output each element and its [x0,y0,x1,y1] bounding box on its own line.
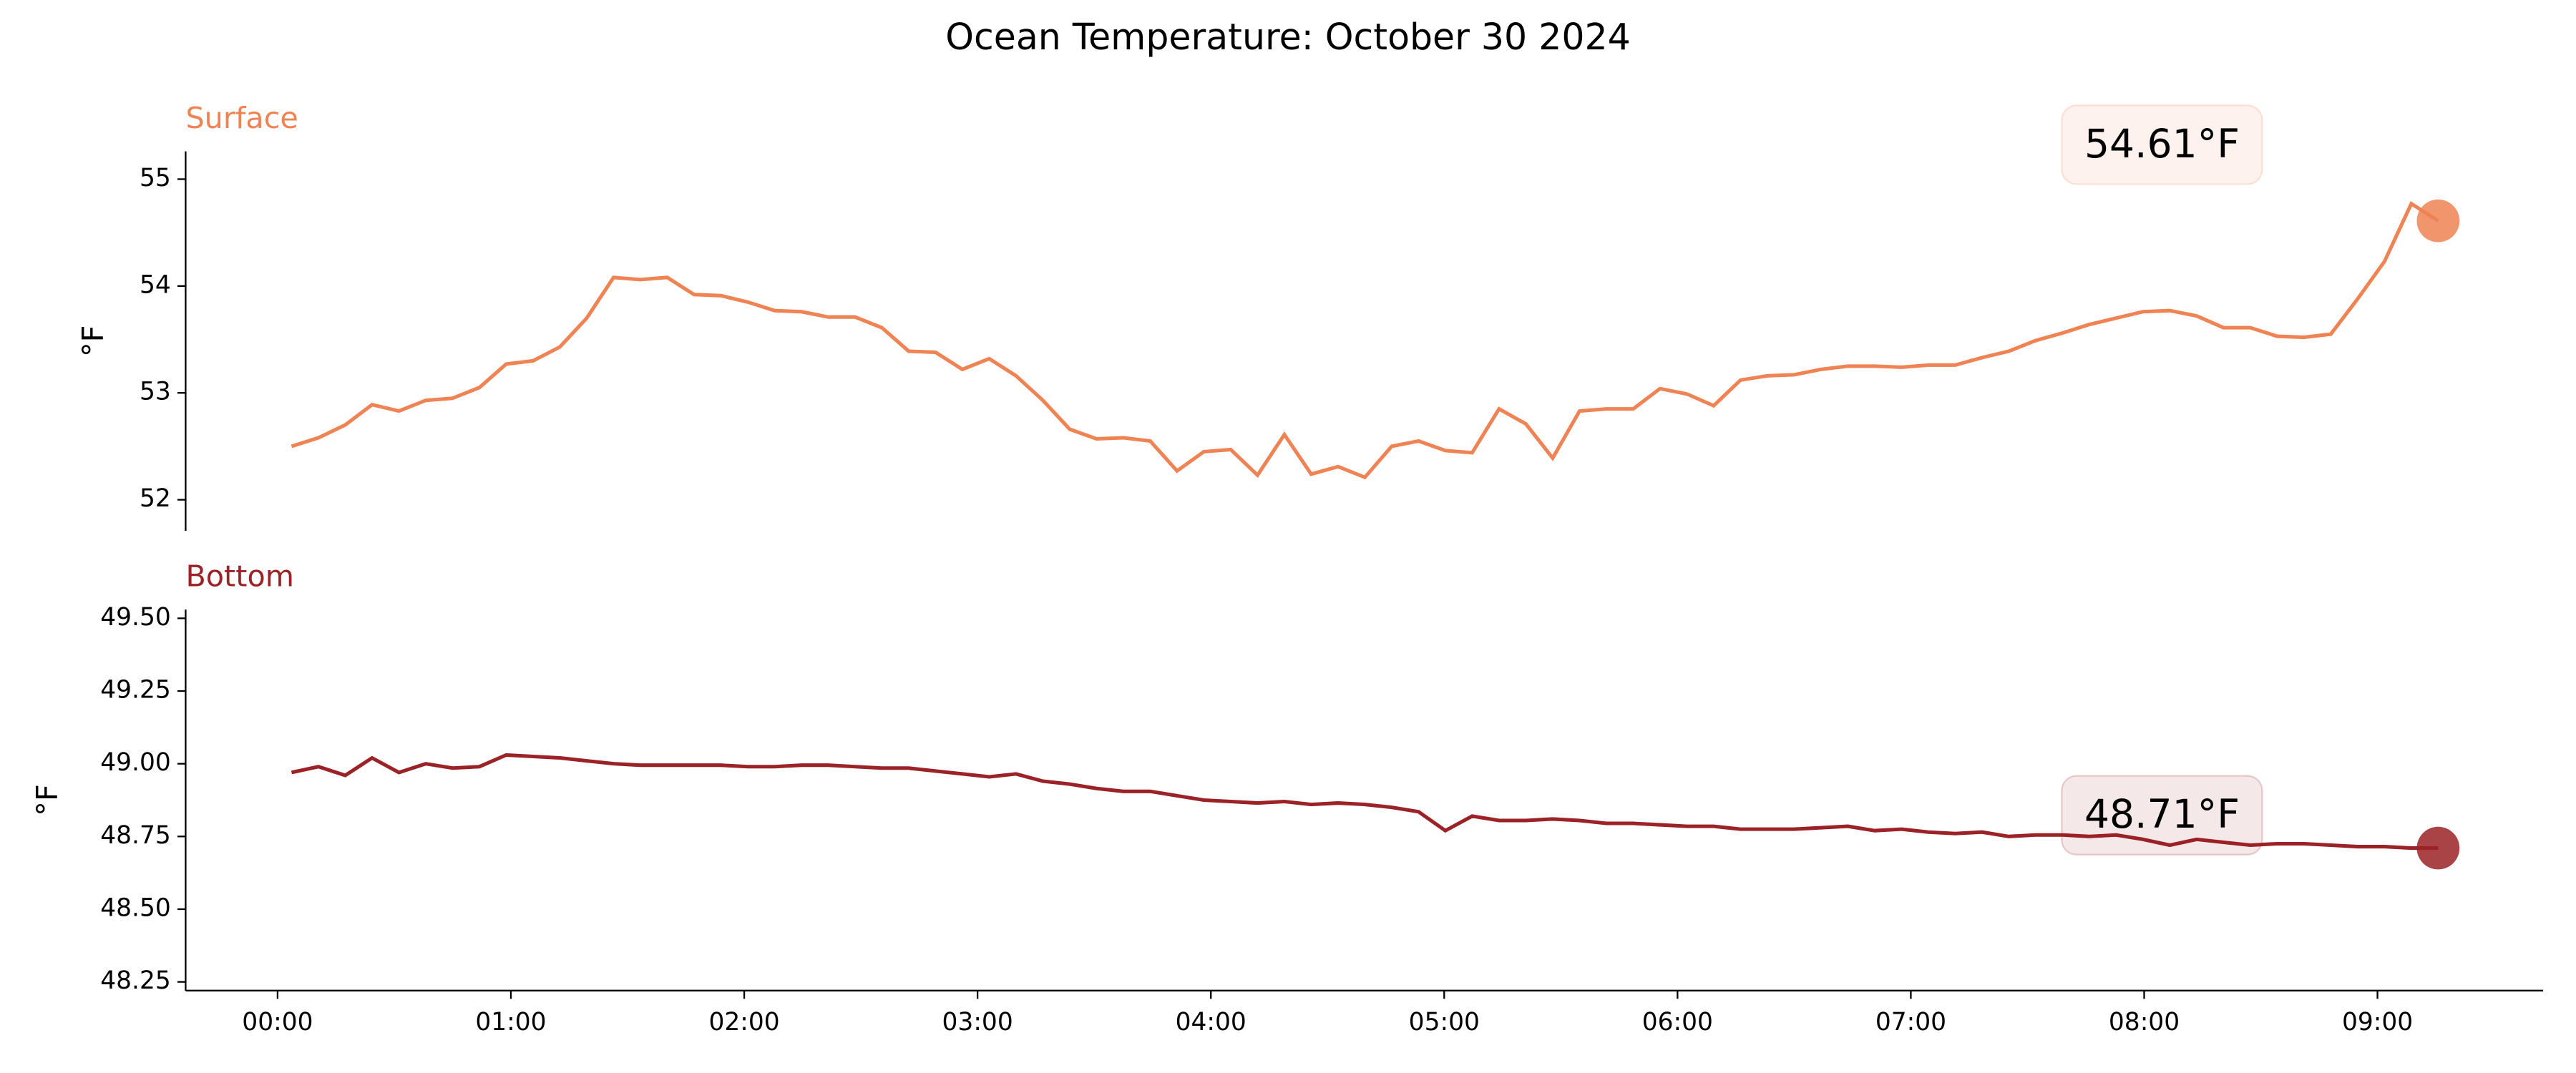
annotation-box [2061,775,2263,856]
annotation: 48.71°F [2084,791,2240,837]
x-tick-label: 02:00 [708,1008,779,1037]
y-tick-label: 55 [140,164,171,192]
x-tick-label: 08:00 [2109,1008,2180,1037]
y-tick-label: 52 [140,484,171,513]
y-tick-label: 48.50 [100,893,171,922]
latest-marker [2416,826,2460,870]
y-tick-label: 49.00 [100,748,171,777]
subplot-title: Surface [185,101,298,135]
latest-marker [2416,199,2460,242]
y-tick-label: 49.25 [100,676,171,705]
y-tick-label: 53 [140,378,171,406]
annotation: 54.61°F [2084,121,2240,167]
y-tick-label: 49.50 [100,603,171,632]
y-tick-label: 48.25 [100,966,171,995]
annotation-box [2061,104,2263,185]
data-line [291,753,2439,851]
y-tick-label: 54 [140,270,171,299]
x-tick-label: 07:00 [1875,1008,1946,1037]
x-tick-label: 03:00 [942,1008,1013,1037]
subplot-title: Bottom [185,559,294,594]
x-tick-label: 01:00 [475,1008,546,1037]
chart-title: Ocean Temperature: October 30 2024 [945,16,1631,58]
x-tick-label: 09:00 [2342,1008,2413,1037]
x-tick-label: 04:00 [1176,1008,1246,1037]
x-tick-label: 06:00 [1642,1008,1713,1037]
x-tick-label: 00:00 [242,1008,313,1037]
data-line [291,201,2439,480]
y-axis-label: °F [30,784,64,815]
y-axis-label: °F [76,325,110,357]
x-tick-label: 05:00 [1409,1008,1480,1037]
y-tick-label: 48.75 [100,821,171,850]
